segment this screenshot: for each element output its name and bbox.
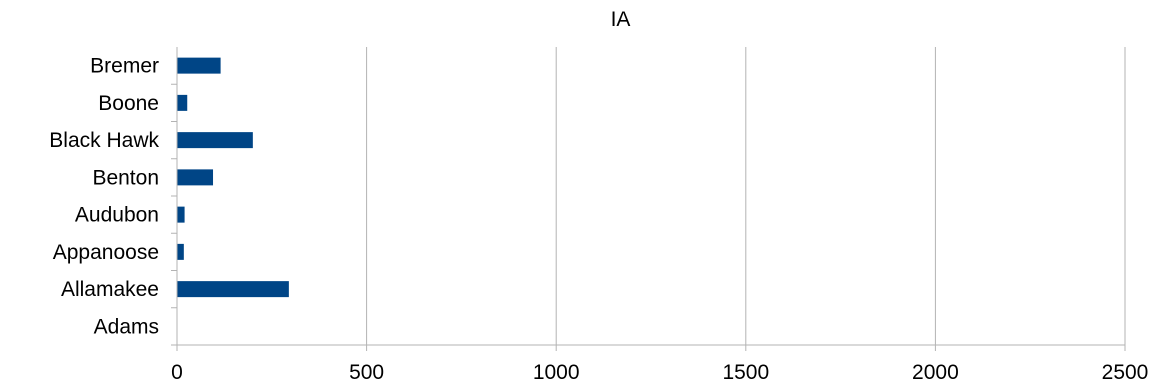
bar bbox=[177, 94, 188, 111]
axes bbox=[171, 47, 1126, 351]
bars bbox=[177, 57, 289, 298]
gridlines bbox=[366, 47, 1126, 345]
x-tick-label: 0 bbox=[171, 361, 183, 384]
x-tick-label: 1000 bbox=[533, 361, 580, 384]
category-label: Adams bbox=[94, 315, 159, 338]
category-label: Audubon bbox=[75, 204, 159, 227]
category-label: Bremer bbox=[90, 55, 159, 78]
tick-labels: 0 500 1000 1500 2000 2500 bbox=[171, 361, 1148, 384]
category-label: Boone bbox=[98, 92, 159, 115]
x-tick-label: 500 bbox=[349, 361, 384, 384]
bar bbox=[177, 132, 253, 149]
bar bbox=[177, 281, 289, 298]
category-label: Allamakee bbox=[61, 278, 159, 301]
bar bbox=[177, 169, 214, 186]
category-label: Benton bbox=[92, 166, 159, 189]
category-label: Appanoose bbox=[53, 241, 159, 264]
category-labels: Adams Allamakee Appanoose Audubon Benton Blac… bbox=[49, 55, 159, 339]
x-tick-label: 2500 bbox=[1102, 361, 1149, 384]
x-tick-label: 1500 bbox=[722, 361, 769, 384]
chart-title: IA bbox=[610, 8, 631, 31]
x-tick-label: 2000 bbox=[912, 361, 959, 384]
bar bbox=[177, 57, 221, 74]
category-label: Black Hawk bbox=[49, 129, 159, 152]
bar bbox=[177, 206, 185, 223]
bar bbox=[177, 243, 184, 260]
